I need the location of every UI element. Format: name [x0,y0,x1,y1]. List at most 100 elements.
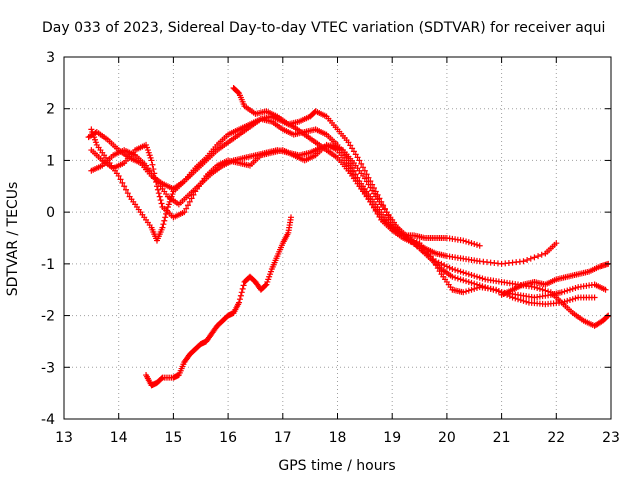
data-point [238,289,245,296]
data-point [446,264,453,271]
data-point [512,295,519,302]
data-point [162,214,169,221]
data-point [239,285,246,292]
x-tick-label: 18 [329,430,347,446]
data-point [473,273,480,280]
y-axis-ticks: -4 -3 -2 -1 0 1 2 3 [41,50,611,428]
data-point [156,193,163,200]
data-point [356,180,363,187]
data-point [465,271,472,278]
data-point [352,151,359,158]
data-point [569,285,576,292]
chart-title: Day 033 of 2023, Sidereal Day-to-day VTE… [42,20,605,36]
data-point [237,292,244,299]
data-point [370,185,377,192]
data-point [495,288,502,295]
data-point [262,282,269,289]
data-point [604,313,611,320]
x-axis-label: GPS time / hours [278,458,395,474]
data-point [349,145,356,152]
data-point [564,297,571,304]
data-point [465,278,472,285]
data-point [160,221,167,228]
data-point [515,296,522,303]
data-point [523,298,530,305]
data-point [566,286,573,293]
data-point [443,263,450,270]
data-point [602,286,609,293]
data-point [476,274,483,281]
data-point [460,269,467,276]
data-point [449,273,456,280]
data-point [121,183,128,190]
data-point [158,200,165,207]
data-point [572,284,579,291]
data-point [360,164,367,171]
x-tick-label: 13 [55,430,73,446]
data-point [538,251,545,258]
data-point [381,205,388,212]
series-track-7 [143,214,295,389]
data-point [463,238,470,245]
data-point [117,176,124,183]
y-tick-label: 2 [46,102,55,118]
data-point [561,288,568,295]
data-point [236,299,243,306]
data-point [454,275,461,282]
data-point [356,157,363,164]
y-tick-label: -2 [41,309,55,325]
data-point [358,160,365,167]
data-point [361,167,368,174]
data-point [385,212,392,219]
data-point [452,266,459,273]
data-point [463,278,470,285]
data-point [363,171,370,178]
data-point [566,297,573,304]
data-point [542,287,549,294]
data-point [460,277,467,284]
data-point [545,288,552,295]
data-point [438,260,445,267]
y-tick-label: -3 [41,360,55,376]
data-point [369,181,376,188]
data-point [463,288,470,295]
data-point [558,289,565,296]
data-point [115,172,122,179]
data-point [493,286,500,293]
data-point [155,190,162,197]
data-point [345,162,352,169]
data-point [435,259,442,266]
data-point [365,174,372,181]
data-point [350,148,357,155]
data-point [148,157,155,164]
x-tick-label: 14 [110,430,128,446]
x-tick-label: 15 [164,430,182,446]
data-point [524,256,531,263]
y-tick-label: 3 [46,50,55,66]
data-point [520,297,527,304]
data-point [158,375,165,382]
data-point [383,209,390,216]
data-point [361,189,368,196]
data-point [468,286,475,293]
data-point [161,217,168,224]
data-point [152,174,159,181]
data-point [463,270,470,277]
data-point [535,253,542,260]
data-point [347,165,354,172]
data-point [572,295,579,302]
data-point [350,171,357,178]
y-tick-label: -1 [41,257,55,273]
data-point [536,285,543,292]
data-point [534,284,541,291]
data-point [367,178,374,185]
y-tick-label: 1 [46,153,55,169]
data-point [520,258,527,265]
data-point [153,183,160,190]
data-point [539,286,546,293]
data-point [460,237,467,244]
data-point [380,202,387,209]
data-point [354,154,361,161]
data-point [473,284,480,291]
